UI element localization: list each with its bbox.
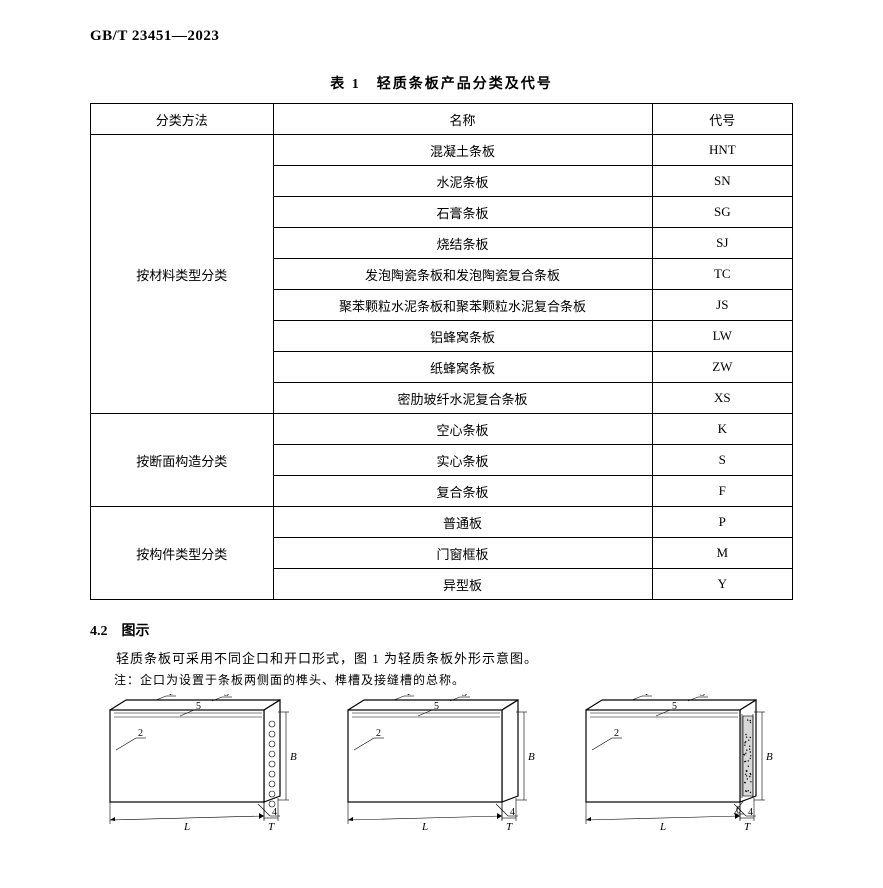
cell-name: 纸蜂窝条板 [273, 352, 652, 383]
diagram-panel-3: 123456LBT [566, 694, 794, 842]
svg-text:L: L [421, 821, 428, 833]
svg-text:3: 3 [700, 694, 705, 699]
cell-name: 烧结条板 [273, 228, 652, 259]
cell-name: 混凝土条板 [273, 135, 652, 166]
svg-text:5: 5 [196, 701, 201, 712]
table-row: 按断面构造分类空心条板K [91, 414, 793, 445]
cell-code: F [652, 476, 792, 507]
cell-name: 铝蜂窝条板 [273, 321, 652, 352]
svg-text:B: B [290, 751, 297, 763]
cell-code: Y [652, 569, 792, 600]
svg-text:L: L [659, 821, 666, 833]
table-row: 按构件类型分类普通板P [91, 507, 793, 538]
svg-text:4: 4 [510, 807, 515, 818]
cell-code: SJ [652, 228, 792, 259]
diagram-panel-1: 12345LBT [90, 694, 318, 842]
cell-code: K [652, 414, 792, 445]
cell-method: 按断面构造分类 [91, 414, 274, 507]
svg-text:2: 2 [614, 728, 619, 739]
table-header-row: 分类方法 名称 代号 [91, 104, 793, 135]
svg-text:3: 3 [462, 694, 467, 699]
section-heading-4-2: 4.2 图示 [90, 620, 793, 640]
cell-name: 异型板 [273, 569, 652, 600]
th-name: 名称 [273, 104, 652, 135]
table-caption: 表 1 轻质条板产品分类及代号 [90, 73, 793, 93]
section-4-2-note: 注：企口为设置于条板两侧面的榫头、榫槽及接缝槽的总称。 [90, 671, 793, 688]
svg-text:B: B [766, 751, 773, 763]
cell-code: XS [652, 383, 792, 414]
diagram-row: 12345LBT 12345LBT 123456LBT [90, 694, 793, 842]
svg-text:4: 4 [272, 807, 277, 818]
svg-text:L: L [183, 821, 190, 833]
diagram-panel-2: 12345LBT [328, 694, 556, 842]
cell-code: SG [652, 197, 792, 228]
cell-code: ZW [652, 352, 792, 383]
cell-code: S [652, 445, 792, 476]
cell-method: 按构件类型分类 [91, 507, 274, 600]
document-code: GB/T 23451—2023 [90, 28, 793, 45]
cell-name: 实心条板 [273, 445, 652, 476]
cell-code: SN [652, 166, 792, 197]
svg-text:B: B [528, 751, 535, 763]
cell-code: JS [652, 290, 792, 321]
cell-code: P [652, 507, 792, 538]
cell-code: TC [652, 259, 792, 290]
cell-code: HNT [652, 135, 792, 166]
cell-name: 空心条板 [273, 414, 652, 445]
classification-table: 分类方法 名称 代号 按材料类型分类混凝土条板HNT水泥条板SN石膏条板SG烧结… [90, 103, 793, 600]
svg-text:2: 2 [376, 728, 381, 739]
th-method: 分类方法 [91, 104, 274, 135]
th-code: 代号 [652, 104, 792, 135]
cell-code: M [652, 538, 792, 569]
cell-name: 门窗框板 [273, 538, 652, 569]
cell-code: LW [652, 321, 792, 352]
svg-text:5: 5 [672, 701, 677, 712]
cell-name: 石膏条板 [273, 197, 652, 228]
cell-name: 水泥条板 [273, 166, 652, 197]
svg-text:5: 5 [434, 701, 439, 712]
cell-method: 按材料类型分类 [91, 135, 274, 414]
svg-text:4: 4 [748, 807, 753, 818]
cell-name: 普通板 [273, 507, 652, 538]
cell-name: 复合条板 [273, 476, 652, 507]
svg-text:T: T [268, 821, 275, 833]
svg-text:T: T [744, 821, 751, 833]
svg-text:3: 3 [224, 694, 229, 699]
svg-text:2: 2 [138, 728, 143, 739]
cell-name: 密肋玻纤水泥复合条板 [273, 383, 652, 414]
cell-name: 聚苯颗粒水泥条板和聚苯颗粒水泥复合条板 [273, 290, 652, 321]
svg-text:T: T [506, 821, 513, 833]
table-row: 按材料类型分类混凝土条板HNT [91, 135, 793, 166]
section-4-2-para: 轻质条板可采用不同企口和开口形式，图 1 为轻质条板外形示意图。 [90, 648, 793, 667]
cell-name: 发泡陶瓷条板和发泡陶瓷复合条板 [273, 259, 652, 290]
